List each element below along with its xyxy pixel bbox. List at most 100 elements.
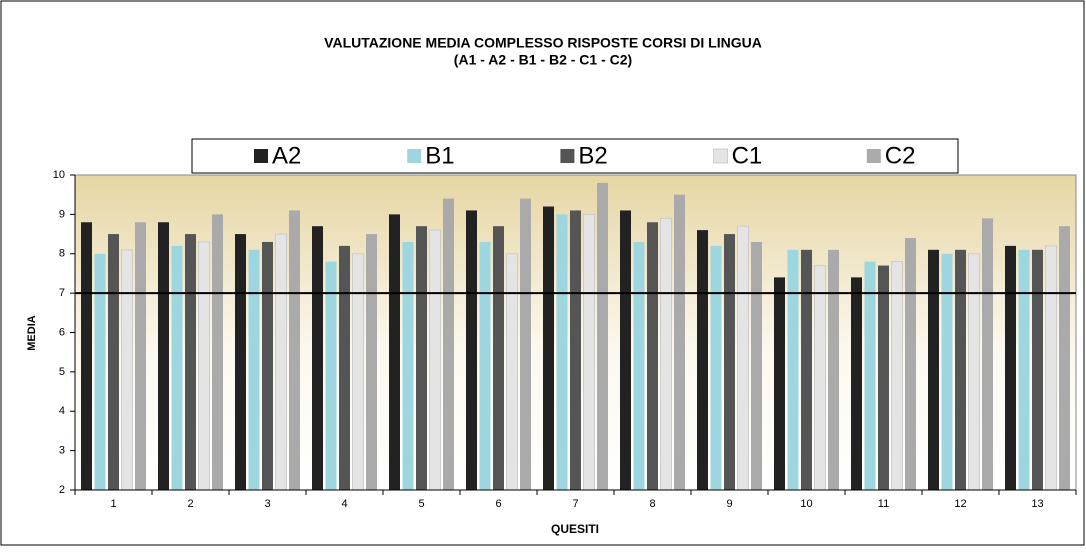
legend-swatch (254, 149, 268, 163)
bar (543, 206, 554, 490)
legend-label: C1 (732, 142, 763, 169)
bar (94, 253, 106, 490)
bar (289, 210, 300, 490)
bar (982, 218, 993, 490)
bar (864, 261, 876, 490)
legend-swatch (560, 149, 575, 163)
bar (479, 241, 491, 490)
bar (429, 229, 441, 491)
x-tick-label: 9 (726, 498, 732, 510)
x-tick-label: 2 (187, 498, 193, 510)
bar (697, 230, 708, 490)
x-tick-label: 11 (878, 498, 889, 510)
bar (493, 226, 504, 490)
bar (597, 182, 608, 490)
bar (878, 265, 889, 490)
bar (724, 234, 735, 490)
bar (570, 210, 581, 490)
bar (1032, 249, 1043, 490)
y-tick-label: 10 (53, 169, 65, 181)
bar (212, 214, 223, 490)
bar (647, 222, 658, 490)
bar (520, 198, 531, 490)
legend-swatch (866, 149, 881, 163)
bar (674, 194, 685, 490)
bar (262, 241, 273, 490)
bar (851, 277, 862, 490)
y-tick-label: 3 (59, 445, 65, 457)
bar (108, 234, 119, 490)
bar (583, 213, 595, 491)
bar (1059, 226, 1070, 490)
legend-label: A2 (272, 142, 301, 169)
bar (1045, 245, 1057, 491)
x-tick-label: 13 (1031, 498, 1043, 510)
y-tick-label: 7 (59, 287, 65, 299)
bar (928, 249, 939, 490)
y-tick-label: 5 (59, 366, 65, 378)
bar (158, 222, 169, 490)
bar (905, 238, 916, 490)
bar (402, 241, 414, 490)
bar (366, 234, 377, 490)
x-tick-label: 10 (800, 498, 812, 510)
bar (737, 225, 749, 491)
bar (774, 277, 785, 490)
chart-title: VALUTAZIONE MEDIA COMPLESSO RISPOSTE COR… (324, 35, 762, 51)
bar (556, 214, 568, 490)
y-tick-label: 6 (59, 326, 65, 338)
x-tick-label: 1 (110, 498, 116, 510)
bar (466, 210, 477, 490)
x-axis-label: QUESITI (551, 522, 599, 536)
bar (710, 245, 722, 490)
bar (506, 253, 518, 491)
legend-label: B2 (578, 142, 607, 169)
bar (248, 249, 260, 490)
bar (443, 198, 454, 490)
x-tick-label: 8 (649, 498, 655, 510)
chart-subtitle: (A1 - A2 - B1 - B2 - C1 - C2) (454, 52, 632, 68)
bar (121, 249, 133, 491)
y-axis-label: MEDIA (26, 315, 38, 351)
bar (620, 210, 631, 490)
bar (275, 233, 287, 491)
bar (968, 253, 980, 491)
x-tick-label: 3 (264, 498, 270, 510)
x-tick-label: 6 (495, 498, 501, 510)
y-tick-label: 2 (59, 484, 65, 496)
x-tick-label: 4 (341, 498, 347, 510)
bar (751, 241, 762, 490)
legend-label: B1 (425, 142, 454, 169)
legend-swatch (407, 149, 422, 163)
bar (828, 249, 839, 490)
bar (1018, 249, 1030, 490)
bar (171, 245, 183, 490)
legend-swatch (713, 148, 729, 164)
bar (185, 234, 196, 490)
x-tick-label: 5 (418, 498, 424, 510)
y-tick-label: 8 (59, 248, 65, 260)
bar (801, 249, 812, 490)
bar (1005, 245, 1016, 490)
bar (198, 241, 210, 491)
bar (891, 261, 903, 491)
y-tick-label: 4 (59, 405, 65, 417)
bar (416, 226, 427, 490)
bar (941, 253, 953, 490)
legend-label: C2 (885, 142, 916, 169)
x-tick-label: 12 (954, 498, 966, 510)
bar (235, 234, 246, 490)
bar (633, 241, 645, 490)
bar (135, 222, 146, 490)
bar (660, 217, 672, 491)
y-tick-label: 9 (59, 208, 65, 220)
bar (787, 249, 799, 490)
bar (339, 245, 350, 490)
legend-box (191, 138, 959, 174)
x-tick-label: 7 (572, 498, 578, 510)
bar (312, 226, 323, 490)
bar (955, 249, 966, 490)
bar (325, 261, 337, 490)
bar (81, 222, 92, 490)
